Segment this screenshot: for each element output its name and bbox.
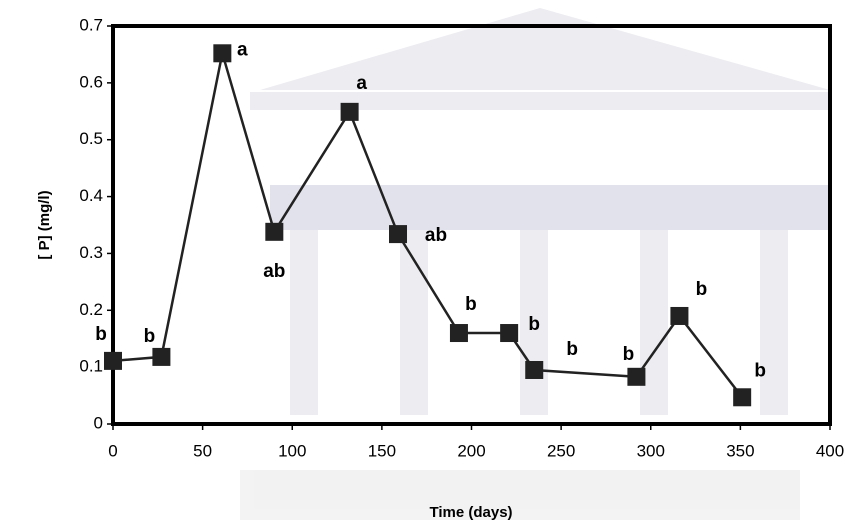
point — [213, 44, 232, 63]
x-tick-label: 50 — [193, 441, 212, 460]
point — [265, 222, 284, 241]
y-tick-label: 0.4 — [79, 186, 103, 205]
x-axis-title: Time (days) — [429, 504, 512, 521]
line — [112, 52, 744, 399]
x-tick-label: 250 — [547, 441, 575, 460]
significance-letter: b — [696, 279, 708, 300]
significance-letter: b — [528, 314, 540, 335]
y-tick-label: 0.2 — [79, 300, 103, 319]
x-tick-label: 350 — [726, 441, 754, 460]
x-tick-label: 100 — [278, 441, 306, 460]
point — [449, 324, 468, 343]
watermark — [240, 8, 830, 520]
significance-letter: b — [465, 294, 477, 315]
point — [104, 351, 122, 370]
point — [733, 388, 752, 407]
y-tick-label: 0 — [94, 413, 103, 432]
point — [389, 225, 408, 244]
point — [500, 324, 519, 343]
point — [340, 102, 359, 121]
x-tick-label: 200 — [457, 441, 485, 460]
point — [152, 347, 171, 366]
y-tick-label: 0.3 — [79, 243, 103, 262]
point — [627, 367, 646, 386]
y-tick-label: 0.7 — [79, 15, 103, 34]
significance-letter: b — [144, 326, 156, 347]
x-tick-label: 0 — [108, 441, 117, 460]
x-tick-label: 300 — [637, 441, 665, 460]
significance-letter: ab — [425, 225, 447, 246]
significance-letter: b — [95, 324, 107, 345]
y-tick-label: 0.1 — [79, 357, 103, 376]
y-tick-label: 0.5 — [79, 129, 103, 148]
x-tick-label: 400 — [816, 441, 844, 460]
point — [525, 360, 544, 379]
significance-letter: a — [237, 39, 248, 60]
significance-letter: b — [754, 360, 766, 381]
significance-letter: b — [623, 344, 635, 365]
y-axis-title: [ P] (mg/l) — [36, 190, 53, 259]
y-tick-label: 0.6 — [79, 72, 103, 91]
point — [670, 306, 689, 325]
significance-letter: a — [356, 73, 367, 94]
x-tick-label: 150 — [368, 441, 396, 460]
significance-letter: b — [566, 339, 578, 360]
significance-letter: ab — [263, 261, 285, 282]
